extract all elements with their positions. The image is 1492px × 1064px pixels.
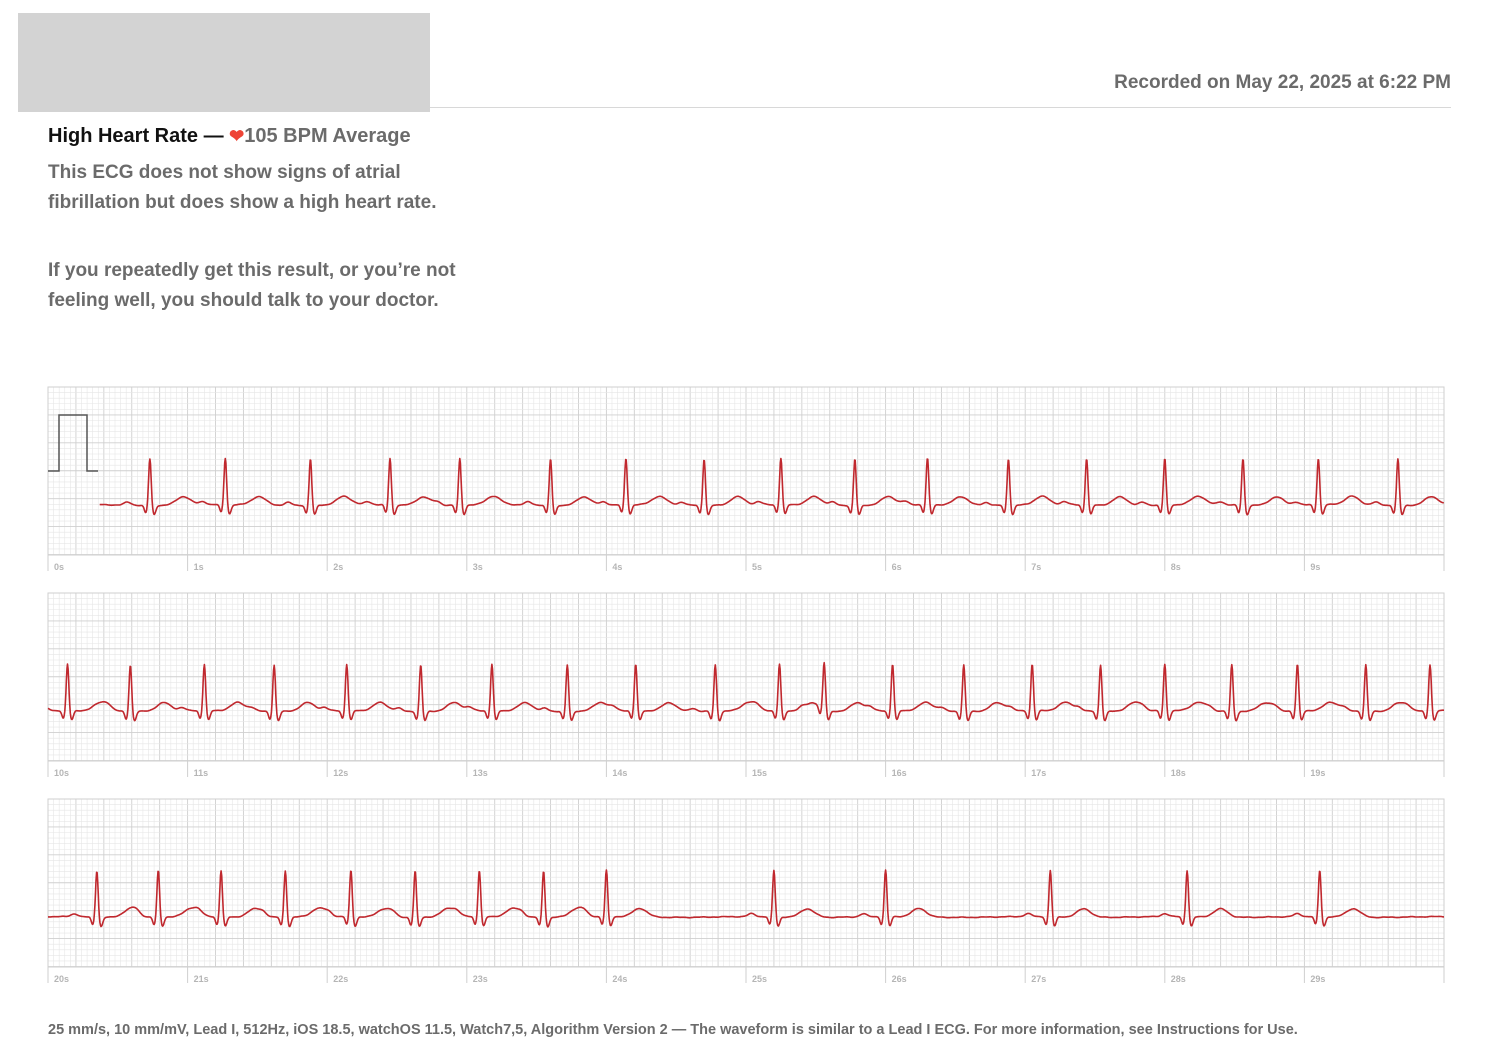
time-tick-label: 23s: [473, 974, 488, 984]
result-headline: High Heart Rate — ❤105 BPM Average: [48, 125, 411, 148]
time-tick-label: 20s: [54, 974, 69, 984]
time-tick-label: 28s: [1171, 974, 1186, 984]
time-tick-label: 10s: [54, 768, 69, 778]
heart-icon: ❤: [229, 126, 245, 146]
ecg-trace: [47, 661, 1445, 722]
classification-label: High Heart Rate: [48, 125, 199, 147]
calibration-pulse: [48, 414, 98, 472]
time-tick-label: 21s: [194, 974, 209, 984]
time-tick-label: 29s: [1310, 974, 1325, 984]
time-tick-label: 12s: [333, 768, 348, 778]
result-advice: If you repeatedly get this result, or yo…: [48, 260, 456, 311]
time-tick-label: 5s: [752, 562, 762, 572]
time-tick-label: 6s: [892, 562, 902, 572]
ecg-chart: 0s 1s 2s 3s 4s 5s 6s 7s 8s 9s 10s 11s 12s 13s 14s 15s 16…: [47, 386, 1445, 984]
time-tick-label: 16s: [892, 768, 907, 778]
time-tick-label: 7s: [1031, 562, 1041, 572]
time-tick-label: 25s: [752, 974, 767, 984]
time-tick-label: 14s: [612, 768, 627, 778]
time-tick-label: 19s: [1310, 768, 1325, 778]
time-tick-label: 24s: [612, 974, 627, 984]
time-tick-label: 2s: [333, 562, 343, 572]
ecg-grid: [47, 386, 1445, 556]
time-tick-label: 26s: [892, 974, 907, 984]
time-tick-label: 22s: [333, 974, 348, 984]
time-tick-label: 1s: [194, 562, 204, 572]
time-tick-label: 27s: [1031, 974, 1046, 984]
time-tick-label: 3s: [473, 562, 483, 572]
ecg-grid: [47, 592, 1445, 762]
headline-separator: —: [198, 125, 230, 147]
time-tick-label: 15s: [752, 768, 767, 778]
ecg-strip-1: 0s 1s 2s 3s 4s 5s 6s 7s 8s 9s: [47, 386, 1445, 572]
ecg-strip-3: 20s 21s 22s 23s 24s 25s 26s 27s 28s 29s: [47, 798, 1445, 984]
result-description: This ECG does not show signs of atrial f…: [48, 162, 437, 213]
time-tick-label: 18s: [1171, 768, 1186, 778]
recorded-timestamp: Recorded on May 22, 2025 at 6:22 PM: [1114, 72, 1451, 93]
ecg-trace: [99, 457, 1444, 516]
time-tick-label: 8s: [1171, 562, 1181, 572]
ecg-strip-2: 10s 11s 12s 13s 14s 15s 16s 17s 18s 19s: [47, 592, 1445, 778]
time-tick-label: 13s: [473, 768, 488, 778]
recording-details-footer: 25 mm/s, 10 mm/mV, Lead I, 512Hz, iOS 18…: [48, 1022, 1298, 1038]
ecg-grid: [47, 798, 1445, 968]
average-bpm: 105 BPM Average: [244, 125, 411, 147]
header-divider: [430, 107, 1451, 108]
time-tick-label: 4s: [612, 562, 622, 572]
ecg-trace: [47, 869, 1445, 928]
time-tick-label: 11s: [194, 768, 209, 778]
time-tick-label: 9s: [1310, 562, 1320, 572]
time-tick-label: 17s: [1031, 768, 1046, 778]
redacted-name-block: [18, 13, 430, 112]
time-tick-label: 0s: [54, 562, 64, 572]
